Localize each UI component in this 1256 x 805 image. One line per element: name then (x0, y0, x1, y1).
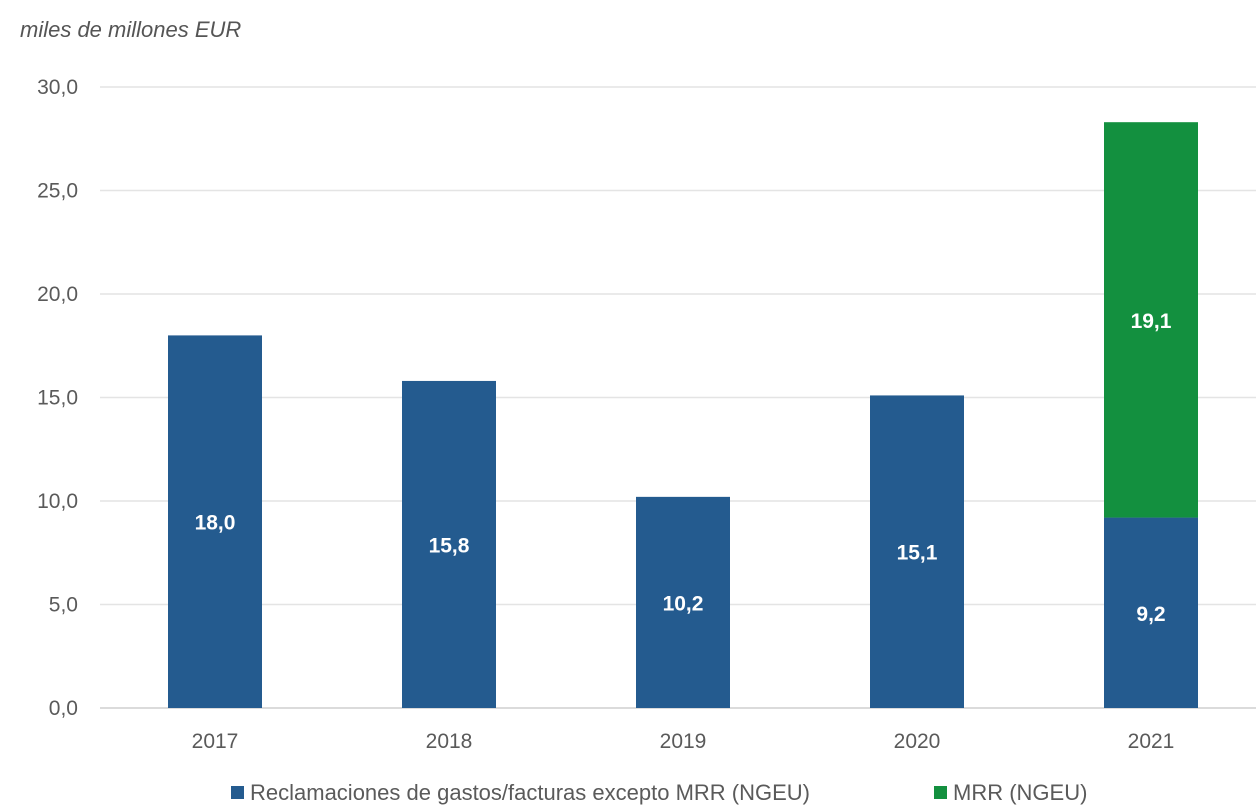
x-category-label: 2020 (894, 730, 941, 753)
legend-swatch-series-2 (934, 786, 947, 799)
bar-2020-series-1 (870, 395, 964, 708)
y-tick-label: 30,0 (37, 76, 78, 99)
y-tick-label: 15,0 (37, 387, 78, 410)
bar-2021-series-2 (1104, 122, 1198, 518)
data-label-2021-series-1: 9,2 (1136, 603, 1165, 626)
y-tick-label: 10,0 (37, 490, 78, 513)
y-tick-label: 5,0 (49, 594, 78, 617)
y-tick-label: 20,0 (37, 283, 78, 306)
data-label-2019-series-1: 10,2 (663, 592, 704, 615)
bar-2021-series-1 (1104, 517, 1198, 708)
x-category-label: 2019 (660, 730, 707, 753)
y-tick-label: 0,0 (49, 697, 78, 720)
x-category-label: 2017 (192, 730, 239, 753)
data-label-2017-series-1: 18,0 (195, 512, 236, 535)
bars: 18,0 15,8 10,2 15,1 9,2 19,1 (168, 122, 1198, 708)
y-axis-tick-labels: 0,0 5,0 10,0 15,0 20,0 25,0 30,0 (37, 76, 78, 720)
legend-label-series-1: Reclamaciones de gastos/facturas excepto… (250, 780, 810, 805)
bar-2018-series-1 (402, 380, 496, 708)
data-label-2018-series-1: 15,8 (429, 534, 470, 557)
legend-swatch-series-1 (231, 786, 244, 799)
bar-2017-series-1 (168, 335, 262, 708)
x-axis-category-labels: 2017 2018 2019 2020 2021 (192, 730, 1175, 753)
bar-2019-series-1 (636, 496, 730, 708)
y-tick-label: 25,0 (37, 180, 78, 203)
unit-label: miles de millones EUR (20, 17, 241, 42)
data-label-2020-series-1: 15,1 (897, 542, 938, 565)
legend-label-series-2: MRR (NGEU) (953, 780, 1087, 805)
x-category-label: 2018 (426, 730, 473, 753)
data-label-2021-series-2: 19,1 (1131, 310, 1172, 333)
x-category-label: 2021 (1128, 730, 1175, 753)
legend: Reclamaciones de gastos/facturas excepto… (231, 780, 1087, 805)
